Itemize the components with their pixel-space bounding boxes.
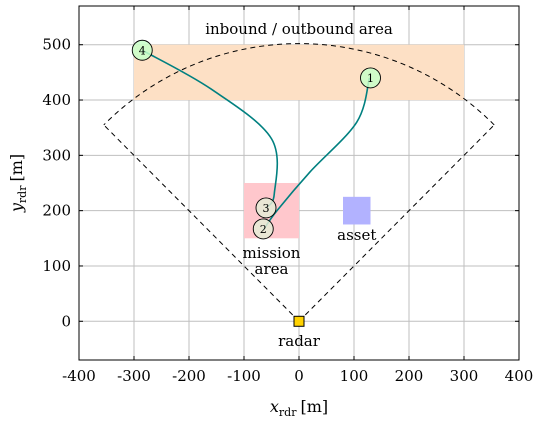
y-tick-label: 0 [61, 312, 71, 330]
waypoint-2: 2 [252, 218, 274, 240]
regions [134, 44, 464, 239]
y-tick-label: 300 [42, 146, 71, 164]
waypoint-3: 3 [255, 197, 277, 219]
waypoints: 1 2 3 4 [131, 39, 381, 240]
y-axis-label: yrdr[m] [7, 154, 29, 213]
x-tick-label: 400 [505, 367, 534, 385]
waypoint-marker [131, 39, 153, 61]
asset-label: asset [337, 226, 376, 244]
inbound-outbound-area [134, 44, 464, 101]
waypoint-label: 1 [367, 72, 374, 85]
waypoint-label: 3 [263, 202, 270, 215]
y-axis-ticks: 0 100 200 300 400 500 [42, 36, 519, 330]
x-axis-label: xrdr [m] [270, 397, 328, 419]
waypoint-1: 1 [360, 67, 381, 89]
radar-coverage [103, 43, 495, 322]
trajectory-1 [262, 77, 371, 231]
radar-label: radar [278, 332, 321, 350]
x-tick-label: 100 [340, 367, 369, 385]
coverage-edge [103, 124, 300, 322]
x-tick-label: -300 [117, 367, 151, 385]
coverage-arc [103, 43, 495, 126]
waypoint-label: 4 [139, 44, 146, 57]
waypoint-marker [255, 197, 277, 219]
x-tick-label: 200 [395, 367, 424, 385]
x-tick-label: 300 [450, 367, 479, 385]
mission-area-label-line-2: area [255, 260, 289, 278]
x-tick-label: 0 [294, 367, 304, 385]
waypoint-label: 2 [260, 223, 267, 236]
x-tick-label: -400 [62, 367, 96, 385]
y-tick-label: 200 [42, 202, 71, 220]
y-tick-label: 400 [42, 91, 71, 109]
asset [343, 196, 371, 225]
x-axis-ticks: -400 -300 -200 -100 0 100 200 300 400 [62, 6, 533, 385]
inbound-outbound-label: inbound / outbound area [205, 20, 393, 38]
radar-marker [293, 315, 305, 327]
waypoint-marker [360, 67, 381, 89]
waypoint-4: 4 [131, 39, 153, 61]
x-tick-label: -100 [227, 367, 261, 385]
waypoint-marker [252, 218, 274, 240]
y-tick-label: 100 [42, 257, 71, 275]
y-tick-label: 500 [42, 36, 71, 54]
mission-area-label-line-1: mission [243, 244, 301, 262]
x-tick-label: -200 [172, 367, 206, 385]
coverage-edge [298, 124, 495, 322]
